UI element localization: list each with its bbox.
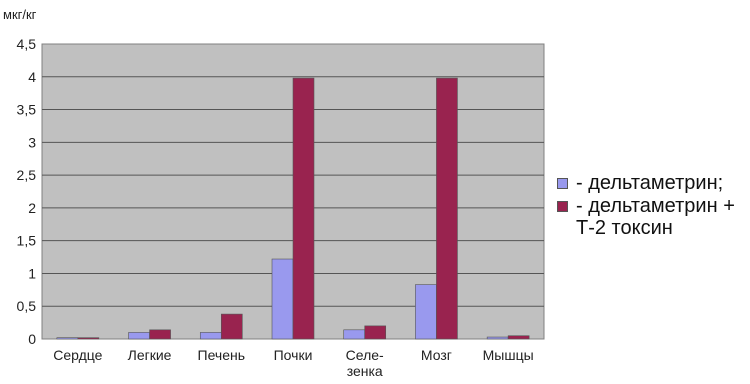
bar-series-1-cat-6	[507, 335, 530, 340]
bar-series-1-cat-2	[220, 313, 243, 340]
x-tick-label: Почки	[274, 347, 313, 363]
x-axis: Сердце Легкие Печень Почки Селе-зенка Мозг Мыш…	[53, 347, 533, 379]
legend-label-deltamethrin: - дельтаметрин;	[576, 172, 724, 194]
y-tick-label: 1,5	[17, 233, 37, 249]
y-tick-label: 2	[28, 200, 36, 216]
bar-series-1-cat-0	[77, 337, 100, 340]
bar-series-0-cat-1	[128, 332, 150, 340]
y-tick-label: 4,5	[17, 36, 37, 52]
y-tick-label: 4	[28, 69, 36, 85]
bar-series-0-cat-3	[271, 258, 294, 340]
legend-label-deltamethrin-t2: - дельтаметрин + Т-2 токсин	[576, 195, 735, 239]
legend-swatch-deltamethrin-t2	[557, 201, 568, 212]
bar-series-1-cat-5	[436, 77, 458, 340]
y-unit-label: мкг/кг	[3, 7, 37, 22]
legend: - дельтаметрин; - дельтаметрин + Т-2 ток…	[557, 172, 735, 240]
bars	[56, 77, 530, 340]
bar-series-0-cat-2	[199, 332, 222, 340]
y-tick-label: 0	[28, 331, 36, 347]
bar-series-0-cat-0	[56, 337, 79, 340]
legend-swatch-deltamethrin	[557, 178, 568, 189]
legend-item-deltamethrin: - дельтаметрин;	[557, 172, 735, 194]
bar-series-0-cat-5	[415, 284, 437, 340]
y-tick-label: 0,5	[17, 298, 37, 314]
x-tick-label: Легкие	[128, 347, 172, 363]
y-tick-label: 1	[28, 265, 36, 281]
y-axis: 0 0,5 1 1,5 2 2,5 3 3,5 4 4,5	[17, 36, 37, 347]
legend-item-deltamethrin-t2: - дельтаметрин + Т-2 токсин	[557, 195, 735, 239]
x-tick-label: Селе-зенка	[346, 347, 384, 379]
x-tick-label: Печень	[198, 347, 246, 363]
x-tick-label: Сердце	[53, 347, 102, 363]
bar-series-0-cat-6	[486, 336, 509, 340]
bar-series-1-cat-4	[364, 325, 387, 340]
y-tick-label: 3	[28, 134, 36, 150]
x-tick-label: Мозг	[421, 347, 452, 363]
bar-series-0-cat-4	[343, 329, 366, 340]
bar-series-1-cat-1	[149, 329, 171, 340]
bar-series-1-cat-3	[292, 77, 315, 340]
y-tick-label: 2,5	[17, 167, 37, 183]
y-tick-label: 3,5	[17, 102, 37, 118]
x-tick-label: Мышцы	[483, 347, 534, 363]
